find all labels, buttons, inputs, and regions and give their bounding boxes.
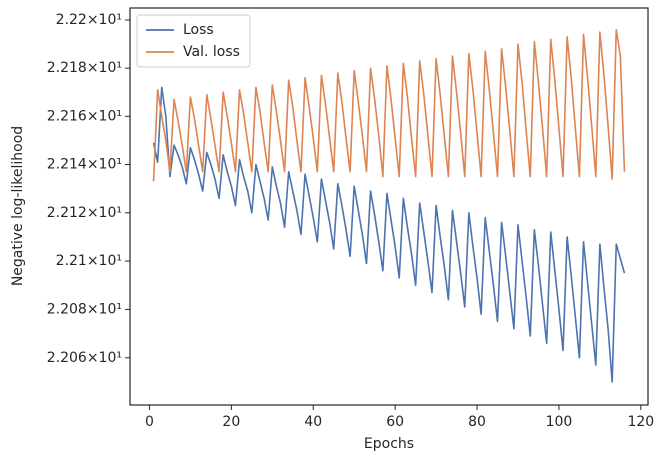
x-tick-label: 80 [468, 414, 486, 430]
y-tick-label: 2.212×10¹ [47, 205, 122, 221]
x-axis-label: Epochs [364, 436, 414, 452]
x-tick-label: 0 [145, 414, 154, 430]
y-tick-label: 2.218×10¹ [47, 60, 122, 76]
y-axis-label: Negative log-likelihood [10, 126, 26, 286]
x-tick-label: 60 [386, 414, 404, 430]
x-tick-label: 40 [304, 414, 322, 430]
axes-frame [129, 7, 649, 406]
y-tick-label: 2.216×10¹ [47, 108, 122, 124]
legend-label: Loss [183, 22, 214, 38]
y-tick-label: 2.206×10¹ [47, 350, 122, 366]
y-tick-label: 2.22×10¹ [56, 12, 122, 28]
legend-label: Val. loss [183, 44, 240, 60]
x-tick-label: 100 [546, 414, 573, 430]
x-tick-label: 20 [222, 414, 240, 430]
y-tick-label: 2.208×10¹ [47, 301, 122, 317]
x-tick-label: 120 [627, 414, 654, 430]
y-tick-label: 2.214×10¹ [47, 157, 122, 173]
y-tick-label: 2.21×10¹ [56, 253, 122, 269]
legend: Loss Val. loss [136, 14, 251, 68]
line-series [152, 86, 626, 383]
legend-box [136, 14, 251, 68]
line-series [152, 28, 626, 182]
